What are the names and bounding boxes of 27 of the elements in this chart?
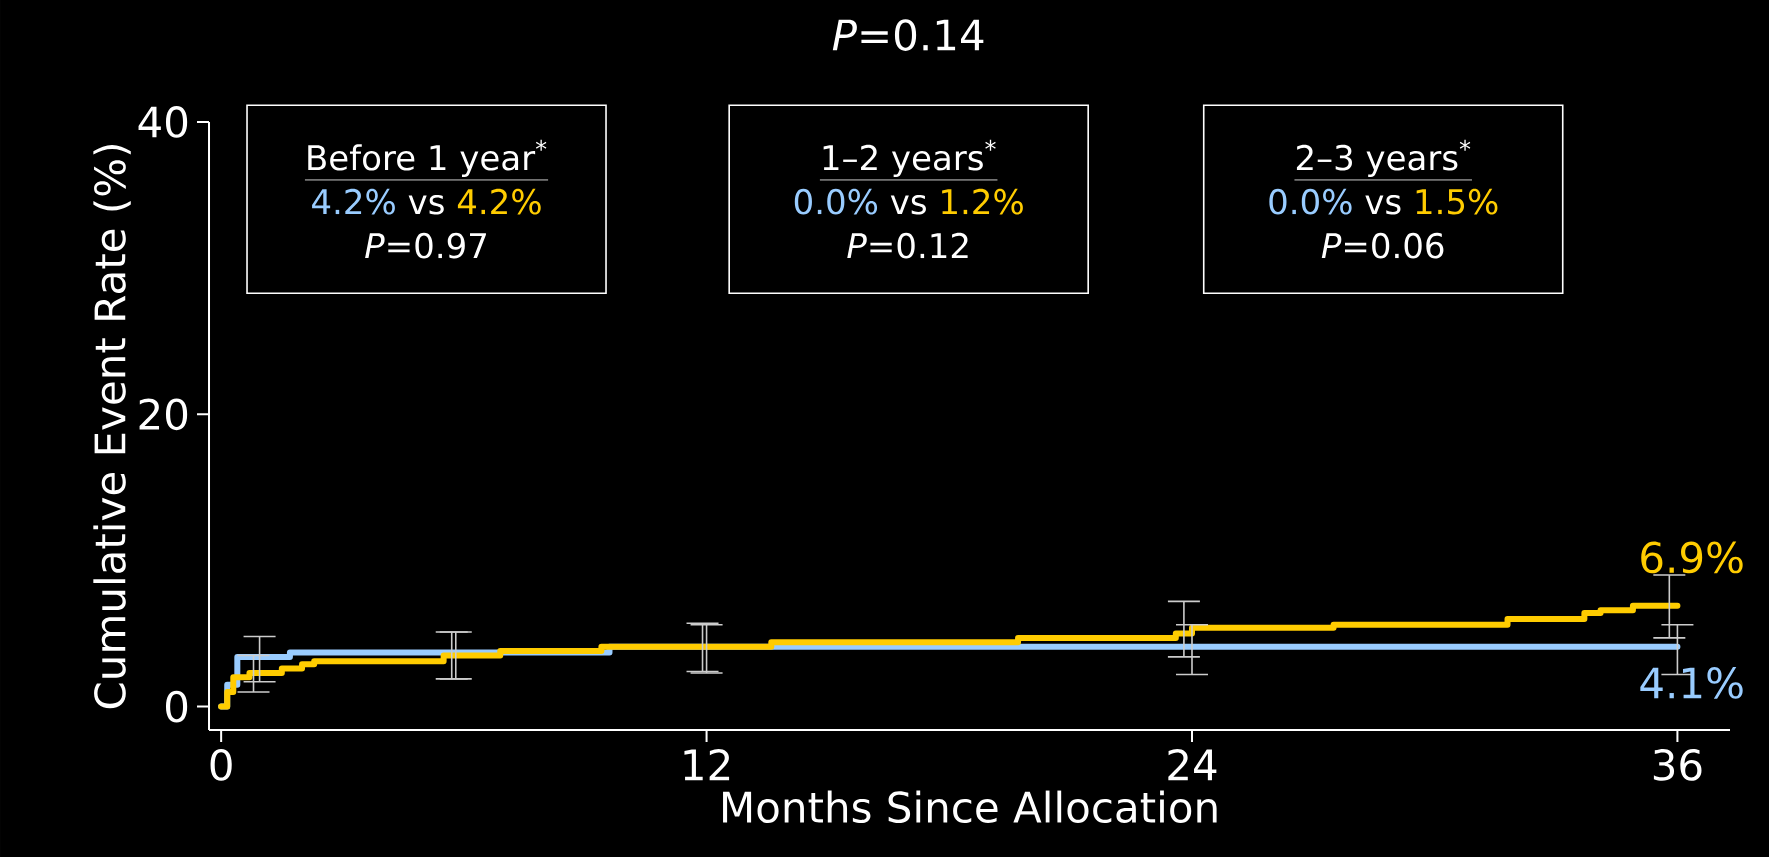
y-tick-label: 0 — [165, 690, 188, 723]
annotation: 2–3 years$^{*}$ — [1296, 139, 1471, 178]
annotation: 1–2 years$^{*}$ — [823, 139, 996, 178]
annotation: 0.0% — [794, 188, 878, 215]
data-label: 4.1% — [1640, 667, 1743, 699]
annotation: vs — [408, 195, 444, 215]
x-tick-label: 36 — [1653, 749, 1702, 781]
annotation: P=0.06 — [1321, 232, 1444, 259]
annotation: P=0.12 — [847, 232, 968, 259]
annotation: vs — [1365, 195, 1401, 215]
x-tick-label: 12 — [684, 749, 730, 781]
y-axis-title: Cumulative Event Rate (%) — [93, 145, 131, 709]
annotation: 1.2% — [942, 188, 1023, 215]
annotation: 4.2% — [312, 188, 395, 215]
x-tick-label: 24 — [1168, 749, 1217, 781]
annotation: 1.5% — [1416, 188, 1498, 215]
y-tick-label: 20 — [139, 398, 188, 431]
annotation: vs — [890, 195, 926, 215]
annotation: 4.2% — [457, 188, 541, 215]
chart-title: P=0.14 — [832, 19, 984, 51]
annotation: 0.0% — [1269, 188, 1352, 215]
x-axis-title: Months Since Allocation — [723, 790, 1217, 824]
x-tick-label: 0 — [210, 749, 232, 781]
data-label: 6.9% — [1641, 541, 1743, 574]
annotation: Before 1 year$^{*}$ — [308, 139, 547, 178]
annotation: P=0.97 — [365, 232, 486, 259]
y-tick-label: 40 — [138, 106, 188, 138]
